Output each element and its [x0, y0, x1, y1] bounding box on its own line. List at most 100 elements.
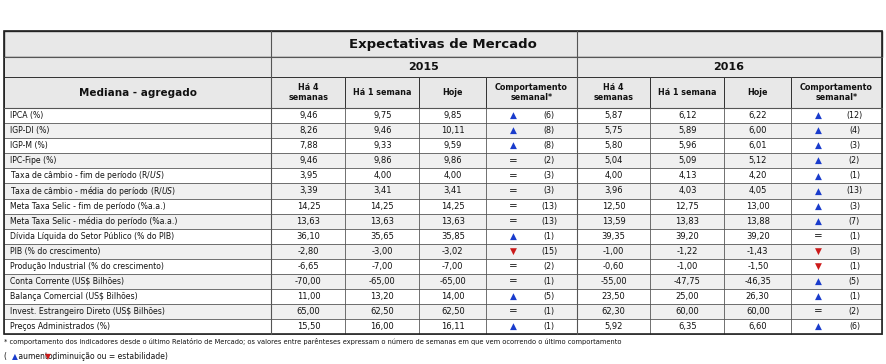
- Text: 5,87: 5,87: [604, 111, 623, 120]
- Text: =: =: [509, 186, 517, 196]
- Bar: [650, 289, 725, 304]
- Bar: [271, 289, 346, 304]
- Text: (13): (13): [541, 202, 557, 210]
- Text: -1,22: -1,22: [677, 247, 698, 256]
- Bar: [271, 138, 346, 153]
- Text: 35,85: 35,85: [441, 232, 464, 241]
- Text: 14,25: 14,25: [441, 202, 464, 210]
- Bar: [346, 77, 419, 108]
- Text: 5,92: 5,92: [604, 322, 623, 331]
- Text: 4,00: 4,00: [444, 171, 462, 181]
- Text: 6,12: 6,12: [678, 111, 696, 120]
- Text: 7,88: 7,88: [299, 141, 318, 150]
- Text: 2015: 2015: [408, 62, 439, 72]
- Bar: [486, 304, 577, 319]
- Text: IPCA (%): IPCA (%): [10, 111, 43, 120]
- Bar: [271, 244, 346, 259]
- Bar: [791, 108, 882, 123]
- Text: Invest. Estrangeiro Direto (US$ Bilhões): Invest. Estrangeiro Direto (US$ Bilhões): [10, 307, 165, 316]
- Bar: [486, 274, 577, 289]
- Bar: [4, 198, 271, 214]
- Bar: [346, 259, 419, 274]
- Text: 5,75: 5,75: [604, 126, 623, 135]
- Bar: [791, 289, 882, 304]
- Text: ▲: ▲: [509, 126, 517, 135]
- Text: ▼: ▼: [815, 262, 821, 271]
- Bar: [486, 108, 577, 123]
- Text: (1): (1): [544, 232, 555, 241]
- Bar: [650, 229, 725, 244]
- Text: (8): (8): [544, 126, 555, 135]
- Text: 62,50: 62,50: [441, 307, 464, 316]
- Text: ▲: ▲: [509, 232, 517, 241]
- Bar: [791, 229, 882, 244]
- Text: 36,10: 36,10: [297, 232, 321, 241]
- Text: -2,80: -2,80: [298, 247, 319, 256]
- Text: 9,33: 9,33: [373, 141, 392, 150]
- Text: Mediana - agregado: Mediana - agregado: [79, 88, 197, 98]
- Bar: [4, 183, 271, 198]
- Text: -1,50: -1,50: [747, 262, 768, 271]
- Text: 15,50: 15,50: [297, 322, 320, 331]
- Text: 5,96: 5,96: [678, 141, 696, 150]
- Text: ▲: ▲: [509, 292, 517, 301]
- Text: 9,86: 9,86: [444, 157, 462, 165]
- Text: Comportamento
semanal*: Comportamento semanal*: [800, 83, 873, 102]
- Bar: [419, 198, 486, 214]
- Text: Taxa de câmbio - fim de período (R$/US$): Taxa de câmbio - fim de período (R$/US$): [10, 169, 164, 182]
- Text: 60,00: 60,00: [746, 307, 770, 316]
- Text: ▲: ▲: [815, 322, 821, 331]
- Text: (3): (3): [544, 171, 555, 181]
- Text: ▲: ▲: [815, 171, 821, 181]
- Bar: [725, 259, 791, 274]
- Bar: [791, 244, 882, 259]
- Bar: [650, 274, 725, 289]
- Bar: [577, 214, 650, 229]
- Bar: [419, 244, 486, 259]
- Text: Produção Industrial (% do crescimento): Produção Industrial (% do crescimento): [10, 262, 164, 271]
- Bar: [4, 319, 271, 334]
- Bar: [271, 304, 346, 319]
- Bar: [791, 77, 882, 108]
- Text: ▲: ▲: [12, 352, 18, 361]
- Bar: [725, 214, 791, 229]
- Text: (6): (6): [544, 111, 555, 120]
- Text: Meta Taxa Selic - fim de período (%a.a.): Meta Taxa Selic - fim de período (%a.a.): [10, 202, 166, 210]
- Text: 26,30: 26,30: [746, 292, 770, 301]
- Bar: [577, 304, 650, 319]
- Text: 13,63: 13,63: [440, 217, 465, 226]
- Bar: [650, 304, 725, 319]
- Bar: [4, 31, 882, 57]
- Bar: [486, 229, 577, 244]
- Text: (1): (1): [849, 292, 860, 301]
- Text: ▼: ▼: [815, 247, 821, 256]
- Text: 13,88: 13,88: [746, 217, 770, 226]
- Bar: [4, 259, 271, 274]
- Bar: [725, 304, 791, 319]
- Text: 62,50: 62,50: [370, 307, 394, 316]
- Text: ▲: ▲: [815, 277, 821, 286]
- Text: =: =: [814, 306, 823, 317]
- Text: 16,11: 16,11: [441, 322, 464, 331]
- Text: ▲: ▲: [815, 126, 821, 135]
- Bar: [725, 289, 791, 304]
- Text: (7): (7): [849, 217, 860, 226]
- Bar: [4, 108, 271, 123]
- Text: 3,39: 3,39: [299, 186, 318, 195]
- Bar: [577, 274, 650, 289]
- Text: Meta Taxa Selic - média do período (%a.a.): Meta Taxa Selic - média do período (%a.a…: [10, 216, 177, 226]
- Text: 13,63: 13,63: [370, 217, 394, 226]
- Text: 25,00: 25,00: [676, 292, 699, 301]
- Text: 4,00: 4,00: [373, 171, 392, 181]
- Text: -3,02: -3,02: [442, 247, 463, 256]
- Text: IGP-M (%): IGP-M (%): [10, 141, 48, 150]
- Text: (3): (3): [849, 141, 860, 150]
- Bar: [419, 123, 486, 138]
- Text: Hoje: Hoje: [748, 88, 768, 97]
- Text: (2): (2): [849, 307, 860, 316]
- Bar: [577, 169, 650, 183]
- Text: -65,00: -65,00: [439, 277, 466, 286]
- Text: -7,00: -7,00: [371, 262, 393, 271]
- Text: (3): (3): [544, 186, 555, 195]
- Text: 9,46: 9,46: [299, 157, 318, 165]
